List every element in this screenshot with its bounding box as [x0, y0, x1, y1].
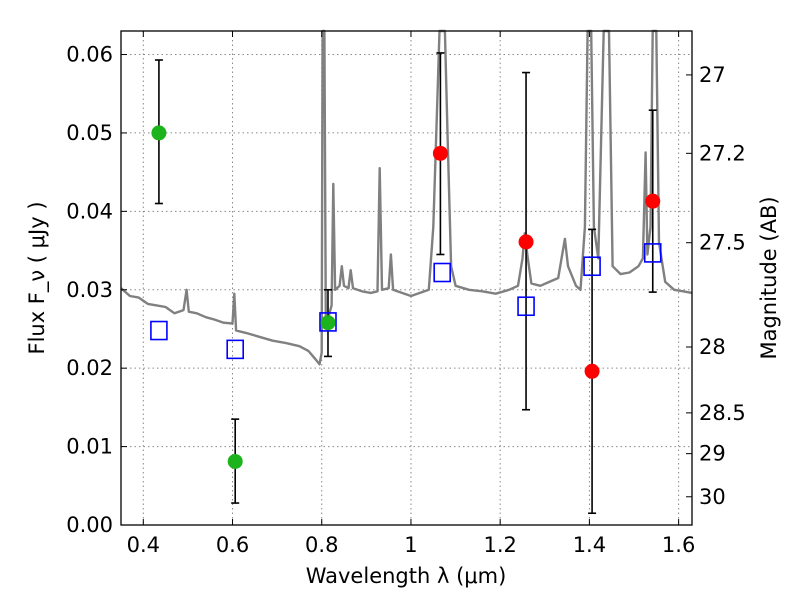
x-axis-label: Wavelength λ (μm): [306, 564, 507, 588]
y-tick-label: 0.00: [66, 513, 113, 537]
red-data-point: [518, 234, 534, 250]
x-tick-label: 1.2: [483, 533, 516, 557]
y2-tick-label: 28: [699, 335, 726, 359]
x-tick-label: 1.6: [662, 533, 695, 557]
model-square-point: [643, 243, 662, 263]
model-square-point: [583, 256, 601, 277]
green-data-point: [320, 315, 336, 331]
y2-tick-label: 27.5: [699, 231, 746, 255]
x-tick-label: 0.8: [305, 533, 338, 557]
y-tick-label: 0.05: [66, 121, 113, 145]
model-square-point: [517, 296, 535, 317]
y-tick-label: 0.06: [66, 43, 113, 67]
x-axis-label-text: Wavelength λ (μm): [306, 564, 507, 588]
red-data-point: [645, 193, 661, 209]
y2-axis-label-text: Magnitude (AB): [757, 196, 781, 359]
red-data-point: [432, 145, 448, 161]
spectrum-series: [120, 29, 693, 366]
y2-tick-label: 27: [699, 63, 726, 87]
x-tick-label: 1: [404, 533, 417, 557]
plot-frame: [120, 30, 693, 526]
y-tick-label: 0.01: [66, 435, 113, 459]
data-markers: [150, 125, 662, 469]
y2-axis-label: Magnitude (AB): [757, 196, 781, 359]
x-tick-label: 0.6: [216, 533, 249, 557]
green-data-point: [227, 453, 243, 469]
y2-tick-label: 27.2: [699, 141, 746, 165]
model-square-point: [433, 262, 451, 283]
y-axis-label: Flux F_ν ( μJy ): [25, 201, 50, 354]
red-data-point: [584, 363, 600, 379]
y-axis-label-text: Flux F_ν ( μJy ): [25, 201, 50, 354]
green-data-point: [151, 125, 167, 141]
x-tick-label: 1.4: [573, 533, 606, 557]
y2-tick-label: 29: [699, 442, 726, 466]
grid-lines: [121, 31, 692, 526]
model-square-point: [319, 312, 337, 332]
y2-tick-label: 28.5: [699, 401, 746, 425]
model-square-point: [150, 320, 168, 341]
x-tick-label: 0.4: [127, 533, 160, 557]
y-tick-label: 0.02: [66, 356, 113, 380]
spectrum-line: [120, 29, 693, 366]
axis-ticks: 0.4 0.6 0.8 1 1.2 1.4 1.6 0.00 0.01 0.02 0.03 0.04 0…: [66, 31, 746, 557]
y2-tick-label: 30: [699, 485, 726, 509]
y-tick-label: 0.03: [66, 278, 113, 302]
y-tick-label: 0.04: [66, 199, 113, 223]
model-square-point: [226, 339, 244, 360]
